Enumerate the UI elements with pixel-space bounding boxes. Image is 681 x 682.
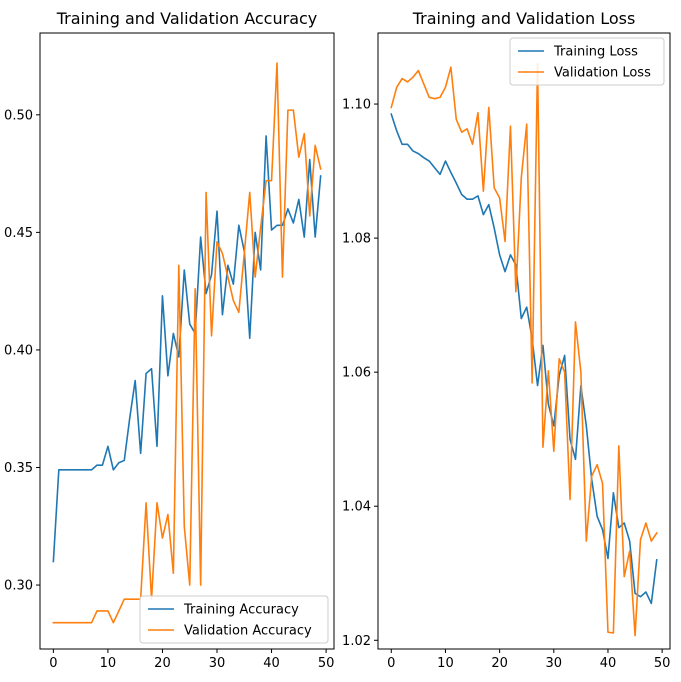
- series-line-training-accuracy: [52, 135, 322, 563]
- x-tick-label: 40: [263, 656, 280, 671]
- y-tick-label: 1.10: [342, 98, 371, 113]
- series-line-training-loss: [390, 113, 658, 605]
- chart-title: Training and Validation Loss: [412, 9, 636, 28]
- y-tick-label: 1.06: [342, 366, 371, 381]
- legend-label-validation-loss: Validation Loss: [554, 66, 651, 81]
- x-tick-label: 50: [318, 656, 335, 671]
- y-tick-label: 0.50: [4, 108, 33, 123]
- y-tick-label: 1.02: [342, 634, 371, 649]
- x-tick-label: 30: [209, 656, 226, 671]
- x-tick-label: 20: [154, 656, 171, 671]
- y-axis-ticks: 0.30 0.35 0.40 0.45 0.50: [4, 108, 40, 594]
- y-tick-label: 0.40: [4, 343, 33, 358]
- y-tick-label: 0.30: [4, 579, 33, 594]
- x-tick-label: 0: [387, 656, 395, 671]
- x-tick-label: 20: [491, 656, 508, 671]
- y-tick-label: 1.08: [342, 232, 371, 247]
- series-line-validation-accuracy: [52, 62, 322, 624]
- series-lines: [390, 63, 658, 637]
- series-line-validation-loss: [390, 63, 658, 637]
- x-axis-ticks: 0 10 20 30 40 50: [387, 649, 670, 671]
- y-tick-label: 0.35: [4, 461, 33, 476]
- series-lines: [52, 62, 322, 624]
- legend-label-training-accuracy: Training Accuracy: [183, 603, 299, 618]
- x-tick-label: 50: [654, 656, 671, 671]
- x-tick-label: 0: [49, 656, 57, 671]
- legend-label-validation-accuracy: Validation Accuracy: [184, 624, 312, 639]
- y-tick-label: 1.04: [342, 500, 371, 515]
- plot-area: [39, 32, 335, 650]
- x-tick-label: 10: [437, 656, 454, 671]
- loss-chart: Training and Validation Loss 0 10 20 30 40 50…: [342, 9, 671, 671]
- x-axis-ticks: 0 10 20 30 40 50: [49, 649, 334, 671]
- plot-area: [377, 32, 671, 650]
- legend-label-training-loss: Training Loss: [553, 45, 638, 60]
- legend-box: [509, 37, 665, 86]
- axes-frame: [377, 32, 671, 650]
- legend-box: [139, 595, 329, 644]
- y-tick-label: 0.45: [4, 226, 33, 241]
- x-tick-label: 40: [600, 656, 617, 671]
- legend: Training Loss Validation Loss: [509, 37, 665, 86]
- axes-frame: [39, 32, 335, 650]
- legend: Training Accuracy Validation Accuracy: [139, 595, 329, 644]
- x-tick-label: 10: [100, 656, 117, 671]
- accuracy-chart: Training and Validation Accuracy 0 10 20 30…: [4, 9, 335, 671]
- x-tick-label: 30: [546, 656, 563, 671]
- chart-title: Training and Validation Accuracy: [56, 9, 318, 28]
- y-axis-ticks: 1.02 1.04 1.06 1.08 1.10: [342, 98, 378, 649]
